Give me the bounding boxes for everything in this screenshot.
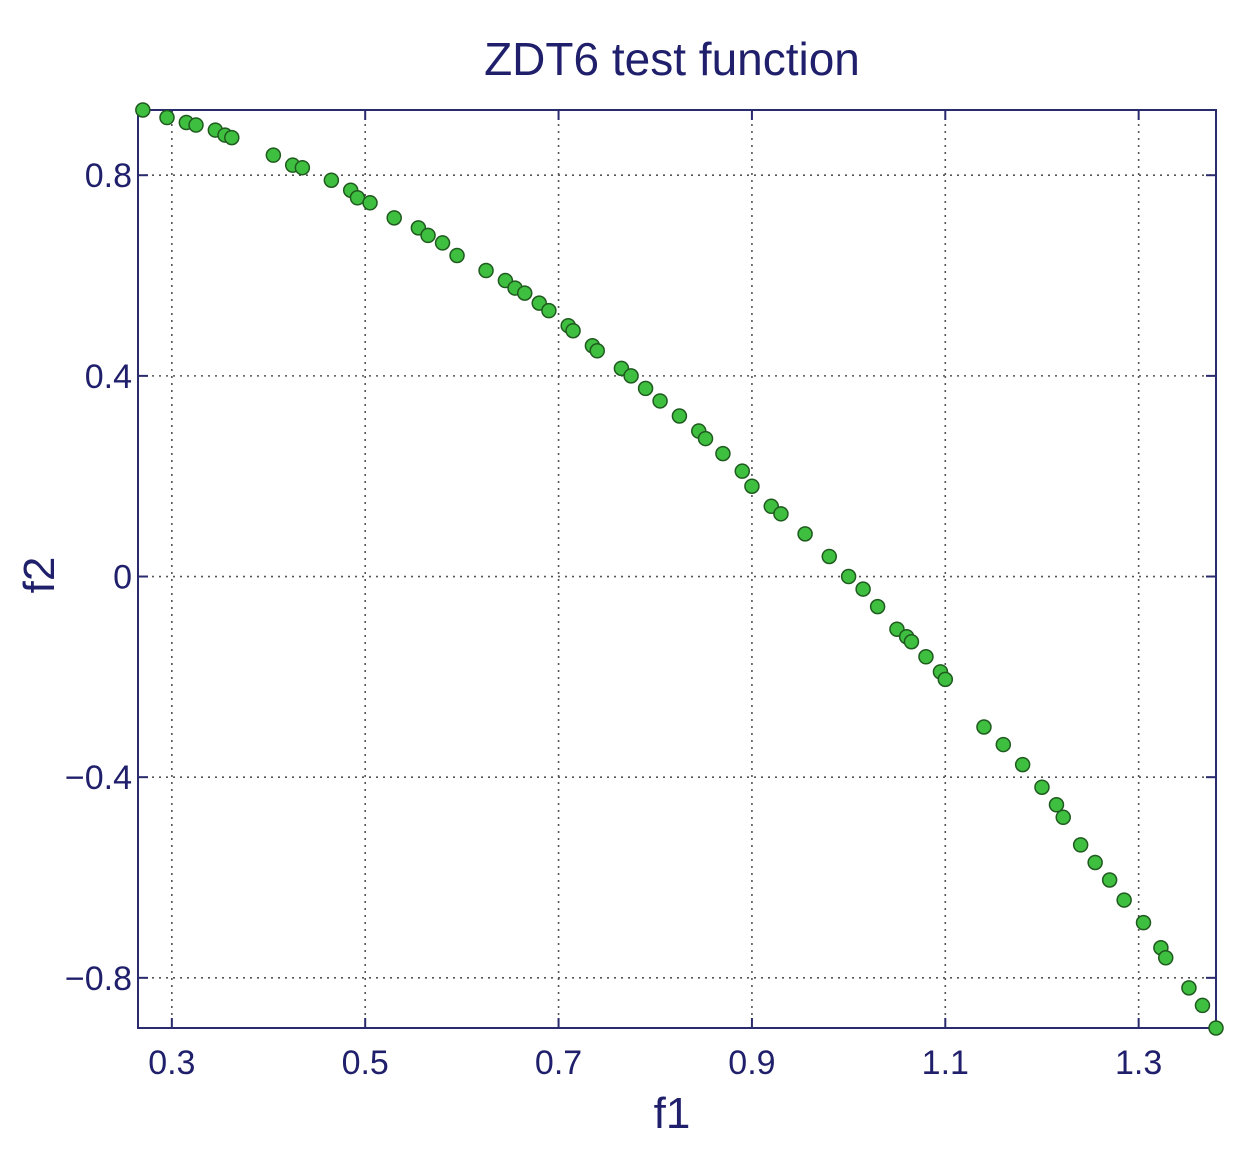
data-point [855, 581, 871, 597]
data-point [420, 227, 436, 244]
data-point [1208, 1020, 1224, 1036]
data-point [937, 671, 954, 688]
data-point [976, 719, 992, 735]
data-point [1034, 779, 1050, 795]
y-tick-label: 0.4 [85, 358, 132, 396]
data-point [671, 408, 688, 424]
data-point [995, 736, 1012, 753]
x-tick-label: 1.1 [922, 1044, 969, 1082]
data-point [1194, 997, 1211, 1014]
data-point [449, 247, 465, 264]
data-point [541, 302, 557, 319]
x-tick-label: 0.7 [535, 1044, 582, 1082]
plot-frame [137, 109, 1217, 1029]
data-point [744, 478, 760, 494]
grid-lines [138, 110, 1216, 1028]
data-point [1014, 756, 1031, 773]
data-point [565, 322, 581, 339]
y-tick-label: 0 [113, 559, 132, 597]
data-point [265, 147, 282, 163]
data-point [224, 129, 240, 146]
data-point [362, 195, 378, 211]
data-point [159, 109, 175, 126]
data-point [589, 343, 605, 359]
y-tick-label: −0.8 [65, 960, 132, 998]
data-point [918, 649, 934, 665]
y-tick-label: 0.8 [85, 157, 132, 195]
data-point [294, 159, 311, 176]
data-point [1135, 914, 1152, 931]
data-point [1055, 809, 1071, 826]
x-tick-label: 0.9 [728, 1044, 775, 1082]
data-point [135, 102, 151, 118]
y-tick-labels: 0.8 0.4 0 −0.4 −0.8 [65, 157, 132, 998]
data-point [840, 568, 857, 585]
data-point [623, 368, 639, 384]
data-point [821, 548, 838, 565]
data-point [637, 380, 654, 397]
x-tick-label: 0.3 [148, 1044, 195, 1082]
data-point [734, 463, 751, 479]
data-point [797, 526, 813, 542]
data-point [478, 262, 494, 279]
data-point [188, 117, 204, 133]
data-point [652, 393, 668, 409]
data-point [1087, 854, 1103, 871]
data-points [135, 102, 1224, 1036]
axis-ticks [138, 110, 1216, 1028]
y-tick-label: −0.4 [65, 759, 132, 797]
data-point [434, 235, 451, 251]
data-point [903, 633, 920, 650]
data-point [386, 210, 402, 226]
data-point [773, 506, 789, 522]
data-point [516, 285, 533, 301]
y-axis-label: f2 [15, 557, 64, 594]
x-axis-label: f1 [654, 1089, 691, 1138]
x-tick-labels: 0.3 0.5 0.7 0.9 1.1 1.3 [148, 1044, 1162, 1082]
data-point [1048, 797, 1065, 813]
chart-title: ZDT6 test function [484, 33, 860, 85]
data-point [869, 598, 886, 615]
data-point [697, 430, 714, 447]
data-point [1101, 872, 1118, 888]
data-point [323, 172, 340, 188]
data-point [1181, 980, 1197, 996]
data-point [1116, 892, 1132, 908]
data-point [1072, 837, 1089, 853]
data-point [715, 445, 731, 462]
data-point [1157, 950, 1174, 966]
x-tick-label: 0.5 [342, 1044, 389, 1082]
x-tick-label: 1.3 [1115, 1044, 1162, 1082]
